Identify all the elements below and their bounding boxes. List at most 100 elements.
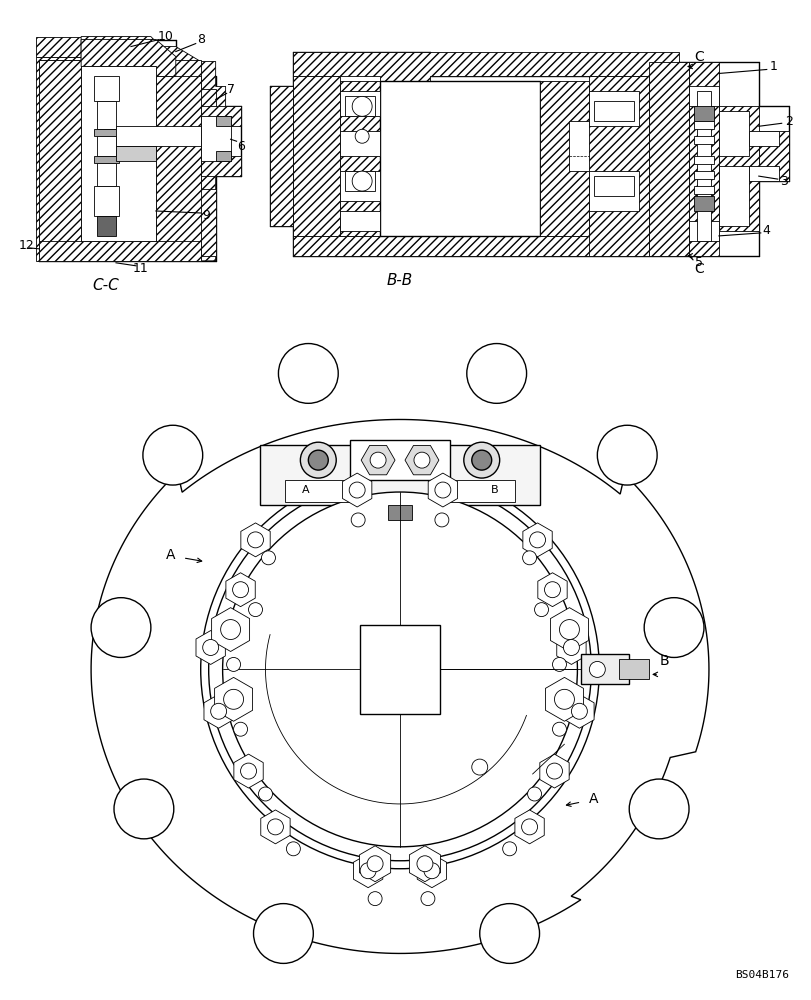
Circle shape bbox=[420, 892, 435, 906]
Polygon shape bbox=[39, 60, 81, 256]
Text: 2: 2 bbox=[783, 115, 792, 128]
Circle shape bbox=[350, 513, 365, 527]
Polygon shape bbox=[97, 101, 116, 129]
Polygon shape bbox=[342, 473, 371, 507]
Text: 10: 10 bbox=[157, 30, 174, 43]
Text: A: A bbox=[166, 548, 175, 562]
Polygon shape bbox=[696, 91, 710, 241]
Text: C: C bbox=[693, 50, 703, 64]
Polygon shape bbox=[39, 241, 200, 261]
Circle shape bbox=[551, 722, 566, 736]
Circle shape bbox=[200, 470, 599, 869]
Polygon shape bbox=[340, 81, 380, 236]
Polygon shape bbox=[353, 854, 382, 888]
Circle shape bbox=[143, 425, 203, 485]
Text: 6: 6 bbox=[236, 140, 244, 153]
Polygon shape bbox=[757, 131, 787, 181]
Text: B-B: B-B bbox=[386, 273, 413, 288]
Polygon shape bbox=[200, 106, 240, 176]
Polygon shape bbox=[693, 121, 713, 129]
Polygon shape bbox=[693, 196, 713, 211]
Circle shape bbox=[300, 442, 336, 478]
Circle shape bbox=[248, 603, 262, 617]
Circle shape bbox=[258, 787, 272, 801]
Polygon shape bbox=[146, 47, 225, 261]
Polygon shape bbox=[94, 129, 119, 136]
Polygon shape bbox=[204, 694, 233, 728]
Polygon shape bbox=[340, 131, 380, 156]
Text: 11: 11 bbox=[133, 262, 148, 275]
Polygon shape bbox=[619, 659, 648, 679]
Text: C: C bbox=[693, 262, 703, 276]
Polygon shape bbox=[293, 236, 678, 256]
Circle shape bbox=[278, 344, 338, 403]
Circle shape bbox=[527, 787, 541, 801]
Polygon shape bbox=[36, 57, 81, 261]
Polygon shape bbox=[225, 573, 255, 607]
Circle shape bbox=[232, 582, 248, 598]
Polygon shape bbox=[589, 171, 638, 211]
Text: B: B bbox=[491, 485, 498, 495]
Text: 1: 1 bbox=[769, 60, 777, 73]
Circle shape bbox=[417, 856, 432, 872]
Polygon shape bbox=[260, 445, 539, 505]
Circle shape bbox=[370, 452, 385, 468]
Circle shape bbox=[414, 452, 429, 468]
Polygon shape bbox=[293, 76, 340, 236]
Circle shape bbox=[261, 551, 275, 565]
Circle shape bbox=[589, 661, 604, 677]
Circle shape bbox=[308, 450, 328, 470]
Polygon shape bbox=[380, 81, 539, 236]
Circle shape bbox=[203, 640, 218, 655]
Circle shape bbox=[267, 819, 283, 835]
Circle shape bbox=[546, 763, 562, 779]
Text: B: B bbox=[659, 654, 668, 668]
Circle shape bbox=[234, 722, 247, 736]
Circle shape bbox=[629, 779, 689, 839]
Polygon shape bbox=[748, 131, 778, 146]
Circle shape bbox=[253, 904, 313, 963]
Polygon shape bbox=[81, 66, 156, 241]
Polygon shape bbox=[345, 171, 375, 191]
Circle shape bbox=[352, 171, 371, 191]
Circle shape bbox=[349, 482, 365, 498]
Circle shape bbox=[210, 703, 226, 719]
Text: 12: 12 bbox=[19, 239, 34, 252]
Polygon shape bbox=[94, 156, 119, 163]
Text: 4: 4 bbox=[762, 224, 770, 237]
Polygon shape bbox=[97, 136, 116, 156]
Polygon shape bbox=[514, 810, 543, 844]
Polygon shape bbox=[522, 523, 551, 557]
Polygon shape bbox=[216, 116, 230, 126]
Circle shape bbox=[643, 598, 703, 657]
Polygon shape bbox=[241, 523, 270, 557]
Polygon shape bbox=[417, 854, 446, 888]
Text: 7: 7 bbox=[226, 83, 234, 96]
Polygon shape bbox=[718, 166, 748, 226]
Text: 9: 9 bbox=[201, 209, 209, 222]
Polygon shape bbox=[556, 631, 586, 664]
Circle shape bbox=[544, 582, 560, 598]
Circle shape bbox=[435, 482, 450, 498]
Circle shape bbox=[554, 689, 573, 709]
Polygon shape bbox=[340, 211, 380, 231]
Polygon shape bbox=[116, 146, 156, 161]
Polygon shape bbox=[693, 171, 713, 179]
Polygon shape bbox=[200, 116, 230, 161]
Polygon shape bbox=[545, 677, 583, 721]
Polygon shape bbox=[693, 106, 713, 121]
Circle shape bbox=[463, 442, 499, 478]
Circle shape bbox=[435, 513, 448, 527]
Polygon shape bbox=[94, 186, 119, 216]
Circle shape bbox=[502, 842, 516, 856]
Polygon shape bbox=[427, 473, 457, 507]
Circle shape bbox=[423, 863, 440, 879]
Polygon shape bbox=[345, 96, 375, 116]
Polygon shape bbox=[693, 186, 713, 194]
Circle shape bbox=[360, 863, 375, 879]
Polygon shape bbox=[564, 694, 594, 728]
Circle shape bbox=[559, 620, 579, 640]
Polygon shape bbox=[589, 76, 648, 256]
Polygon shape bbox=[581, 654, 629, 684]
Polygon shape bbox=[260, 810, 290, 844]
